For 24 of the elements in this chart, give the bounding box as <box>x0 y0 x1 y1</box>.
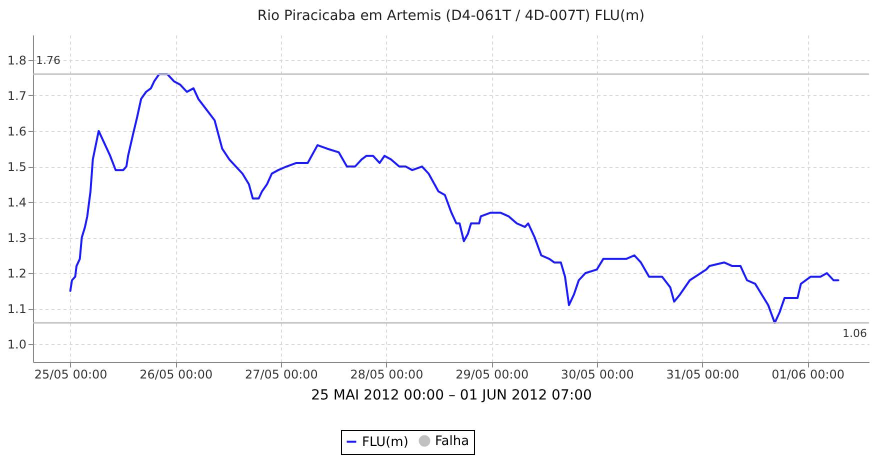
x-tick-label: 25/05 00:00 <box>34 368 108 382</box>
line-series <box>69 73 840 324</box>
x-tick-label: 27/05 00:00 <box>244 368 318 382</box>
y-tick-label: 1.4 <box>7 196 26 210</box>
y-tick-label: 1.0 <box>7 338 26 352</box>
y-tick-label: 1.8 <box>7 53 26 68</box>
x-tick-label: 28/05 00:00 <box>350 368 424 382</box>
y-tick-label: 1.5 <box>7 160 26 174</box>
legend-label: Falha <box>435 434 470 449</box>
x-tick-label: 01/06 00:00 <box>772 368 845 382</box>
ref-line-label: 1.76 <box>36 54 60 68</box>
x-axis-title: 25 MAI 2012 00:00 – 01 JUN 2012 07:00 <box>311 388 592 404</box>
chart-title: Rio Piracicaba em Artemis (D4-061T / 4D-007T) FLU(m) <box>257 8 645 24</box>
legend-label: FLU(m) <box>362 434 408 450</box>
y-tick-label: 1.7 <box>7 88 26 103</box>
x-tick-label: 30/05 00:00 <box>560 368 634 382</box>
y-tick-label: 1.2 <box>7 266 26 281</box>
x-tick-label: 26/05 00:00 <box>140 368 213 382</box>
y-tick-label: 1.6 <box>7 124 26 138</box>
y-tick-label: 1.3 <box>7 231 26 246</box>
y-tick-label: 1.1 <box>7 302 26 316</box>
x-tick-label: 29/05 00:00 <box>456 368 529 382</box>
ref-line-label: 1.06 <box>842 326 867 340</box>
x-tick-label: 31/05 00:00 <box>666 368 740 382</box>
